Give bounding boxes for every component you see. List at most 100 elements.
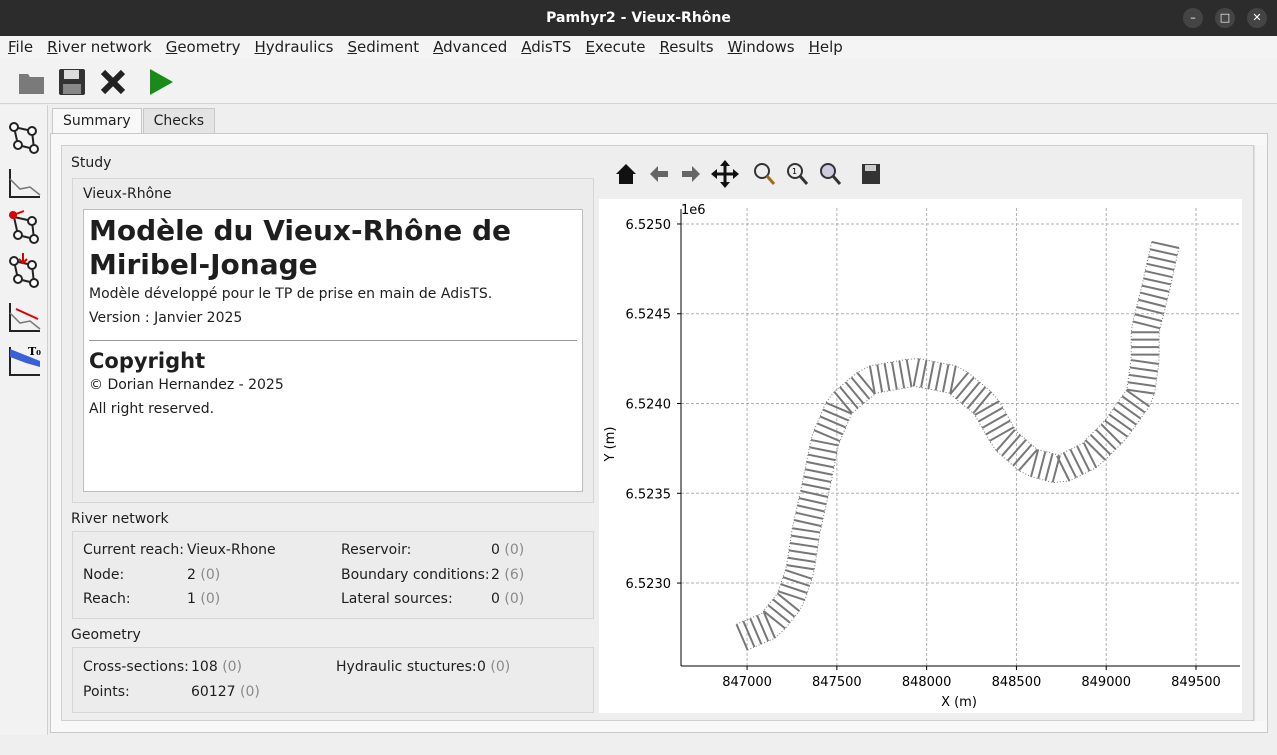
cross-section xyxy=(1128,373,1157,380)
y-tick-label: 6.5235 xyxy=(626,487,672,502)
zoom-fit-icon[interactable] xyxy=(820,163,842,185)
x-tick-label: 848000 xyxy=(902,675,952,690)
cross-section xyxy=(985,419,1011,436)
tab-bar: Summary Checks xyxy=(52,108,216,135)
sidebar-toolbar: T₀ xyxy=(0,105,48,735)
zoom-1-icon[interactable]: 1 xyxy=(787,163,809,185)
geometry-icon[interactable] xyxy=(6,165,42,201)
cross-section xyxy=(763,612,776,639)
tab-checks[interactable]: Checks xyxy=(142,108,216,134)
study-version: Version : Janvier 2025 xyxy=(89,310,243,326)
cross-section xyxy=(1112,407,1137,426)
right-bank-line xyxy=(736,241,1153,625)
hydraulic-structures-label: Hydraulic stuctures: xyxy=(336,659,477,675)
forward-icon[interactable] xyxy=(682,166,700,182)
svg-text:1: 1 xyxy=(792,167,797,176)
cross-section xyxy=(974,400,1000,416)
boundary-conditions-value: 2 (6) xyxy=(491,567,525,583)
close-window-button[interactable]: ✕ xyxy=(1247,8,1267,28)
cross-section xyxy=(833,391,853,414)
node-label: Node: xyxy=(83,567,125,583)
cross-section xyxy=(1076,445,1091,472)
menu-execute[interactable]: Execute xyxy=(585,38,646,56)
points-label: Points: xyxy=(83,684,130,700)
close-icon[interactable] xyxy=(99,68,127,96)
menu-sediment[interactable]: Sediment xyxy=(347,38,420,56)
home-icon[interactable] xyxy=(616,164,636,184)
back-icon[interactable] xyxy=(650,166,668,182)
cross-section xyxy=(793,519,822,528)
save-figure-icon[interactable] xyxy=(862,164,880,184)
cross-section xyxy=(995,429,1016,452)
x-tick-label: 848500 xyxy=(992,675,1042,690)
cross-section xyxy=(1044,453,1054,481)
cross-section xyxy=(1138,298,1166,308)
reservoir-label: Reservoir: xyxy=(341,542,412,558)
network-icon[interactable] xyxy=(6,119,42,155)
run-icon[interactable] xyxy=(147,68,175,96)
reach-label: Reach: xyxy=(83,591,131,607)
cross-section xyxy=(927,361,935,390)
river-network-group xyxy=(72,531,594,619)
y-tick-label: 6.5245 xyxy=(626,308,672,323)
plot-canvas[interactable]: 847000 847500 848000 848500 849000 849500 6.52… xyxy=(599,199,1242,713)
cross-section xyxy=(809,446,838,454)
cross-section xyxy=(804,468,833,476)
cross-section xyxy=(883,363,891,391)
tab-summary[interactable]: Summary xyxy=(52,108,142,135)
cross-section xyxy=(1127,381,1156,388)
cross-section xyxy=(1136,306,1164,315)
window-title: Pamhyr2 - Vieux-Rhône xyxy=(0,0,1277,36)
menu-windows[interactable]: Windows xyxy=(727,38,795,56)
cross-section xyxy=(810,438,839,447)
cross-section xyxy=(934,362,943,391)
current-reach-label: Current reach: xyxy=(83,542,184,558)
copyright-heading: Copyright xyxy=(89,349,206,373)
boundary-condition-icon[interactable] xyxy=(6,209,42,245)
x-tick-label: 847500 xyxy=(812,675,862,690)
cross-section xyxy=(1001,434,1022,457)
pan-icon[interactable] xyxy=(711,160,739,188)
menu-advanced[interactable]: Advanced xyxy=(433,38,508,56)
lateral-source-icon[interactable] xyxy=(6,253,42,289)
river-network-section-label: River network xyxy=(71,511,169,527)
save-icon[interactable] xyxy=(58,68,86,96)
y-tick-label: 6.5250 xyxy=(626,218,672,233)
menu-help[interactable]: Help xyxy=(808,38,843,56)
cross-section xyxy=(839,386,859,410)
cross-section xyxy=(1006,439,1027,462)
cross-section xyxy=(1089,434,1112,456)
friction-icon[interactable]: T₀ xyxy=(6,343,42,379)
cross-section xyxy=(778,590,806,602)
cross-section xyxy=(1082,442,1098,469)
menu-geometry[interactable]: Geometry xyxy=(165,38,241,56)
y-offset-label: 1e6 xyxy=(681,203,706,218)
cross-section xyxy=(912,358,921,387)
initial-condition-icon[interactable] xyxy=(6,299,42,335)
menu-file[interactable]: File xyxy=(8,38,34,56)
geometry-section-label: Geometry xyxy=(71,627,141,643)
cross-section xyxy=(780,583,808,594)
cross-section xyxy=(798,497,827,506)
cross-section xyxy=(856,371,876,395)
menu-bar: File River network Geometry Hydraulics S… xyxy=(0,36,1277,58)
cross-section xyxy=(905,359,913,388)
cross-section xyxy=(1132,320,1161,330)
cross-section xyxy=(1030,449,1040,477)
study-desc-text: Modèle développé pour le TP de prise en … xyxy=(89,286,493,302)
menu-hydraulics[interactable]: Hydraulics xyxy=(254,38,334,56)
maximize-button[interactable]: □ xyxy=(1215,8,1235,28)
y-axis-label: Y (m) xyxy=(603,427,618,463)
cross-section xyxy=(1141,284,1170,293)
reservoir-value: 0 (0) xyxy=(491,542,525,558)
current-reach-value: Vieux-Rhone xyxy=(187,542,276,558)
main-toolbar xyxy=(0,58,1277,104)
vertical-scrollbar[interactable] xyxy=(1254,145,1267,721)
menu-river-network[interactable]: River network xyxy=(47,38,152,56)
menu-adists[interactable]: AdisTS xyxy=(521,38,572,56)
menu-results[interactable]: Results xyxy=(659,38,714,56)
minimize-button[interactable]: – xyxy=(1183,8,1203,28)
cross-section xyxy=(1117,401,1142,420)
zoom-icon[interactable] xyxy=(754,163,776,185)
folder-open-icon[interactable] xyxy=(18,68,46,96)
